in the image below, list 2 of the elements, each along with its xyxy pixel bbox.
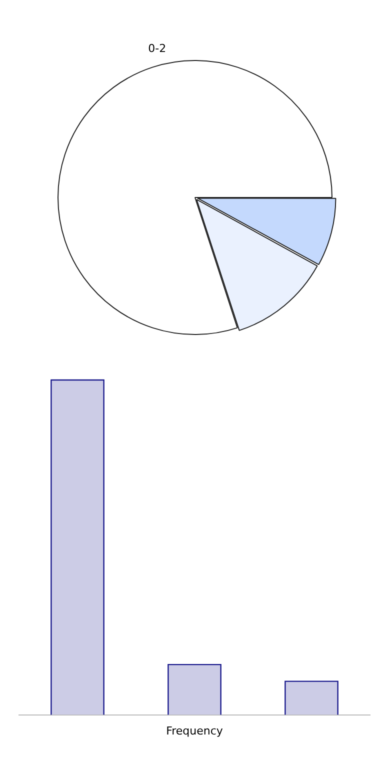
x-axis-title: Frequency (166, 724, 224, 738)
slice-label: 0-2 (148, 42, 166, 56)
